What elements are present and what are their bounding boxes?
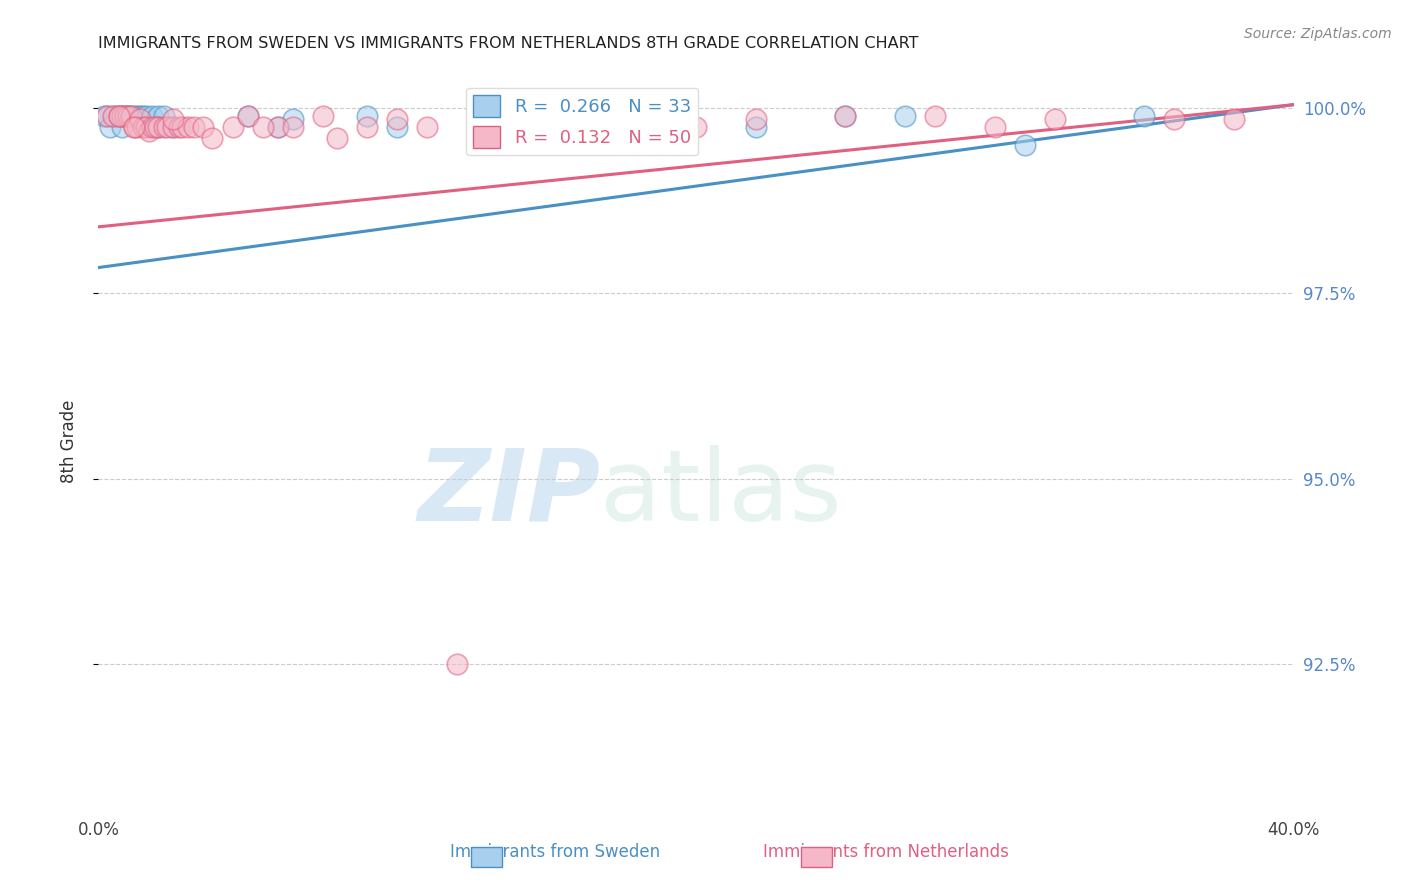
Point: [117, 109, 139, 123]
Point: [98, 120, 122, 134]
Point: [127, 120, 149, 134]
Point: [114, 109, 136, 123]
Point: [153, 109, 176, 123]
Point: [177, 120, 200, 134]
Point: [536, 112, 558, 127]
Point: [108, 109, 131, 123]
Point: [127, 109, 149, 123]
Point: [108, 109, 131, 123]
Point: [222, 120, 245, 134]
Point: [138, 123, 160, 137]
Point: [141, 109, 163, 123]
Point: [148, 120, 170, 134]
Point: [132, 120, 155, 134]
Point: [135, 120, 157, 134]
Point: [894, 109, 917, 123]
Point: [267, 120, 290, 134]
Point: [120, 109, 142, 123]
Text: Immigrants from Netherlands: Immigrants from Netherlands: [763, 843, 1008, 861]
Point: [745, 112, 768, 127]
Point: [385, 120, 409, 134]
Point: [356, 120, 378, 134]
Point: [114, 109, 136, 123]
Point: [103, 109, 125, 123]
Point: [124, 109, 146, 123]
Point: [924, 109, 946, 123]
Y-axis label: 8th Grade: 8th Grade: [59, 400, 77, 483]
Point: [416, 120, 439, 134]
Point: [267, 120, 290, 134]
Text: ZIP: ZIP: [418, 445, 600, 541]
Point: [103, 109, 125, 123]
Point: [311, 109, 333, 123]
Point: [385, 112, 409, 127]
Point: [172, 120, 194, 134]
Point: [111, 109, 134, 123]
Text: atlas: atlas: [600, 445, 842, 541]
Point: [148, 120, 170, 134]
Point: [108, 109, 131, 123]
Point: [111, 120, 134, 134]
Point: [685, 120, 707, 134]
Point: [236, 109, 259, 123]
Point: [135, 109, 157, 123]
Text: IMMIGRANTS FROM SWEDEN VS IMMIGRANTS FROM NETHERLANDS 8TH GRADE CORRELATION CHAR: IMMIGRANTS FROM SWEDEN VS IMMIGRANTS FRO…: [98, 36, 920, 51]
Point: [162, 120, 184, 134]
Point: [236, 109, 259, 123]
Point: [1163, 112, 1185, 127]
Point: [745, 120, 768, 134]
Text: Immigrants from Sweden: Immigrants from Sweden: [450, 843, 661, 861]
Point: [281, 112, 304, 127]
Point: [984, 120, 1007, 134]
Point: [117, 109, 139, 123]
Point: [120, 109, 142, 123]
Point: [153, 120, 176, 134]
Point: [1133, 109, 1156, 123]
Point: [143, 120, 166, 134]
Legend: R =  0.266   N = 33, R =  0.132   N = 50: R = 0.266 N = 33, R = 0.132 N = 50: [465, 87, 699, 155]
Point: [156, 120, 179, 134]
Point: [111, 109, 134, 123]
Point: [201, 131, 224, 145]
Point: [141, 120, 163, 134]
Point: [93, 109, 115, 123]
Point: [1043, 112, 1066, 127]
Point: [1014, 138, 1036, 153]
Point: [162, 120, 184, 134]
Point: [281, 120, 304, 134]
Point: [834, 109, 856, 123]
Point: [132, 109, 155, 123]
Point: [148, 109, 170, 123]
Point: [129, 112, 152, 127]
Point: [167, 120, 190, 134]
Point: [626, 131, 648, 145]
Point: [1223, 112, 1246, 127]
Point: [129, 109, 152, 123]
Point: [191, 120, 214, 134]
Point: [162, 112, 184, 127]
Point: [105, 109, 128, 123]
Text: Source: ZipAtlas.com: Source: ZipAtlas.com: [1244, 27, 1392, 41]
Point: [252, 120, 274, 134]
Point: [356, 109, 378, 123]
Point: [834, 109, 856, 123]
Point: [626, 120, 648, 134]
Point: [446, 657, 468, 671]
Point: [124, 120, 146, 134]
Point: [117, 109, 139, 123]
Point: [183, 120, 205, 134]
Point: [96, 109, 118, 123]
Point: [124, 120, 146, 134]
Point: [96, 109, 118, 123]
Point: [326, 131, 349, 145]
Point: [475, 120, 498, 134]
